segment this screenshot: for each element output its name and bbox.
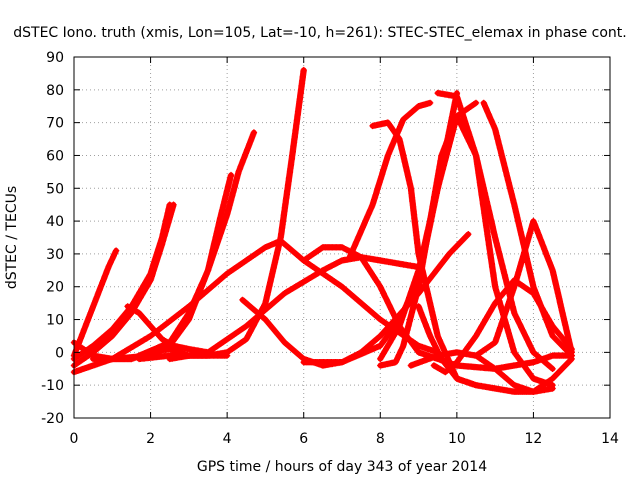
series-markers xyxy=(415,303,575,395)
x-tick-label: 0 xyxy=(70,431,79,447)
axes: 0 2 4 6 8 10 12 14 -20 -10 0 10 20 30 40 50 60 70 80 90 xyxy=(41,50,619,447)
series-markers xyxy=(407,349,556,395)
x-tick-label: 14 xyxy=(601,431,619,447)
y-tick-label: 10 xyxy=(46,313,64,329)
series-markers xyxy=(430,277,575,376)
y-tick-label: 20 xyxy=(46,280,64,296)
series-18 xyxy=(434,89,556,372)
series-7 xyxy=(124,303,212,356)
x-tick-label: 6 xyxy=(299,431,308,447)
series-markers xyxy=(300,244,575,372)
series-23 xyxy=(407,349,556,395)
y-tick-label: -10 xyxy=(41,378,64,394)
x-tick-label: 2 xyxy=(146,431,155,447)
x-tick-label: 12 xyxy=(525,431,543,447)
x-tick-label: 10 xyxy=(448,431,466,447)
series-markers xyxy=(109,171,235,363)
x-axis-label: GPS time / hours of day 343 of year 2014 xyxy=(197,459,487,475)
y-tick-label: 80 xyxy=(46,83,64,99)
y-tick-label: 30 xyxy=(46,247,64,263)
series-markers xyxy=(166,254,422,363)
series-1 xyxy=(70,247,120,359)
series-markers xyxy=(124,303,212,356)
x-tick-label: 4 xyxy=(223,431,232,447)
y-tick-label: 90 xyxy=(46,50,64,66)
y-axis-label: dSTEC / TECUs xyxy=(4,186,20,289)
series-10 xyxy=(166,254,422,363)
series-6 xyxy=(109,171,235,363)
y-tick-label: 70 xyxy=(46,116,64,132)
y-tick-label: 50 xyxy=(46,181,64,197)
series-layer xyxy=(70,66,575,395)
grid xyxy=(74,57,610,418)
x-tick-label: 8 xyxy=(376,431,385,447)
plot-frame xyxy=(73,56,611,419)
y-tick-label: -20 xyxy=(41,411,64,427)
series-22 xyxy=(415,303,575,395)
series-markers xyxy=(346,99,434,261)
series-16 xyxy=(346,99,434,261)
y-tick-label: 40 xyxy=(46,214,64,230)
chart-title: dSTEC Iono. truth (xmis, Lon=105, Lat=-1… xyxy=(13,25,626,41)
y-tick-label: 0 xyxy=(55,345,64,361)
series-markers xyxy=(434,89,556,372)
series-12 xyxy=(300,244,575,372)
series-line xyxy=(71,201,177,369)
y-tick-label: 60 xyxy=(46,148,64,164)
